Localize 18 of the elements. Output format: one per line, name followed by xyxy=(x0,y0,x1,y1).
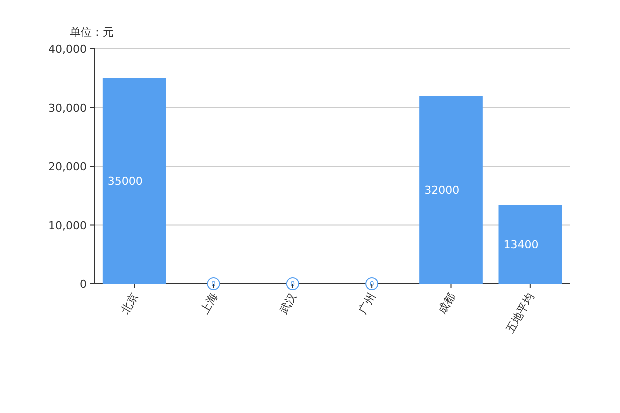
y-tick-label: 10,000 xyxy=(48,219,87,232)
x-tick-label: 广州 xyxy=(356,291,379,317)
x-tick-label: 五地平均 xyxy=(504,291,538,336)
bar xyxy=(498,205,562,284)
bar xyxy=(420,96,483,284)
y-tick-label: 0 xyxy=(80,278,87,291)
x-tick-label: 武汉 xyxy=(277,291,300,317)
y-axis-title: 单位：元 xyxy=(70,26,114,39)
y-tick-label: 20,000 xyxy=(48,160,87,174)
x-tick-label: 北京 xyxy=(118,291,142,317)
data-label: 13400 xyxy=(504,238,539,252)
x-tick-label: 上海 xyxy=(198,291,220,317)
y-tick-label: 40,000 xyxy=(48,43,87,56)
x-tick-label: 成都 xyxy=(436,291,458,317)
bar xyxy=(102,78,166,284)
y-tick-label: 30,000 xyxy=(48,102,87,115)
data-label: 35000 xyxy=(108,175,143,188)
data-label: 32000 xyxy=(424,184,460,197)
